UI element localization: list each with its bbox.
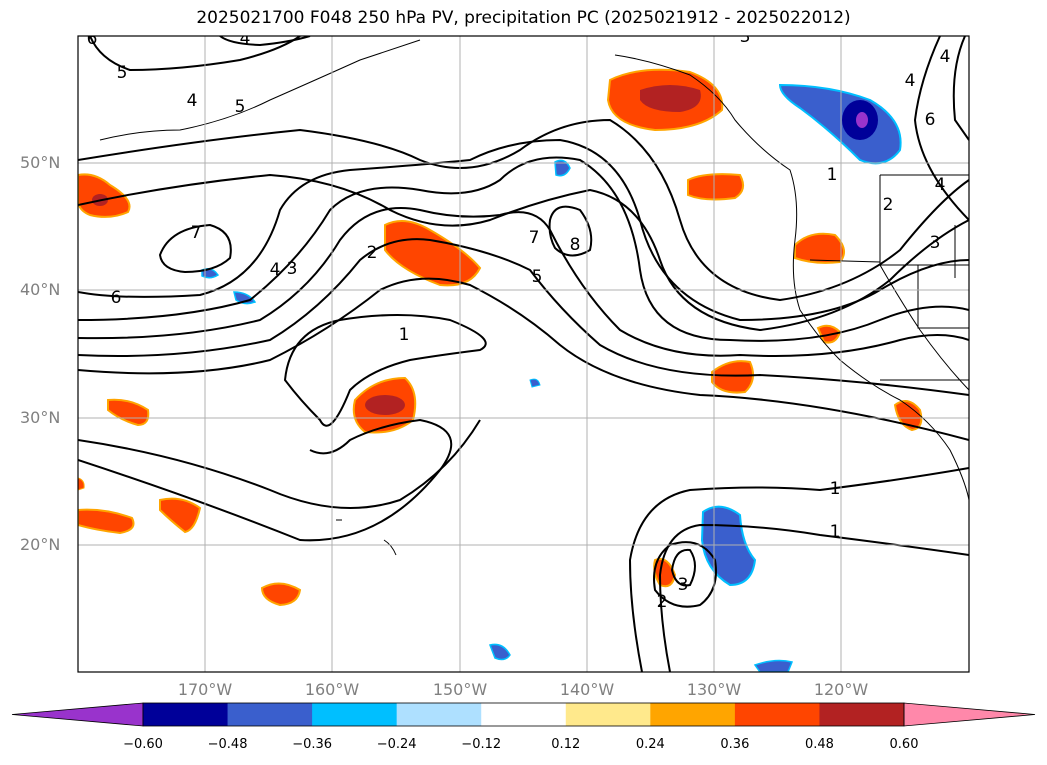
lat-label: 40°N [20,280,61,299]
colorbar-segment [227,703,313,726]
map-frame [77,35,970,673]
colorbar-arrow-low [11,702,144,727]
contour-label: 1 [827,165,838,185]
lon-label: 120°W [813,680,869,699]
contour-label: 3 [678,575,689,595]
colorbar-segment [650,703,736,726]
lon-label: 160°W [304,680,360,699]
contour-label: 3 [740,27,751,47]
colorbar-tick: 0.24 [635,737,665,752]
contour-label: 7 [191,223,202,243]
contour-label: 2 [883,195,894,215]
contour-label: 3 [287,259,298,279]
colorbar-tick: 0.12 [551,737,581,752]
colorbar-tick: 0.48 [804,737,834,752]
contour-label: 8 [570,235,581,255]
colorbar-tick: −0.60 [123,737,163,752]
precip-positive [78,68,923,607]
contour-label: 4 [940,47,951,67]
colorbar-arrow-high [903,702,1036,727]
contour-label: 7 [529,228,540,248]
colorbar-tick: 0.36 [720,737,750,752]
contour-label: 1 [830,522,841,542]
contour-label: 5 [117,63,128,83]
lat-label: 20°N [20,535,61,554]
contour-label: 4 [270,260,281,280]
contour-label: 4 [240,29,251,49]
colorbar-segment [396,703,482,726]
colorbar-tick: −0.24 [376,737,417,752]
colorbar-segment [734,703,820,726]
colorbar-segment [481,703,567,726]
lon-label: 130°W [686,680,742,699]
colorbar-segment [565,703,651,726]
colorbar-tick: −0.48 [207,737,248,752]
contour-label: 4 [935,175,946,195]
lon-label: 150°W [432,680,488,699]
contour-label: 4 [905,71,916,91]
contour-label: 1 [399,325,410,345]
colorbar-segment [819,703,905,726]
contour-label: 2 [367,243,378,263]
lat-label: 30°N [20,408,61,427]
colorbar-tick: −0.12 [461,737,502,752]
colorbar-tick: −0.36 [292,737,333,752]
contour-label: 6 [87,29,98,49]
colorbar-segment [143,703,229,726]
lon-label: 170°W [177,680,233,699]
colorbar-tick: 0.60 [889,737,919,752]
gridlines [78,36,969,672]
contour-label: 4 [187,91,198,111]
lon-label: 140°W [559,680,615,699]
colorbar-segment [312,703,398,726]
map-title: 2025021700 F048 250 hPa PV, precipitatio… [196,8,851,28]
contour-label: 2 [657,592,668,612]
contour-label: 1 [830,479,841,499]
lat-label: 50°N [20,153,61,172]
contour-label: 6 [111,288,122,308]
contour-label: 3 [930,233,941,253]
contour-label: 5 [235,97,246,117]
contour-label: 5 [532,267,543,287]
contour-label: 6 [925,110,936,130]
